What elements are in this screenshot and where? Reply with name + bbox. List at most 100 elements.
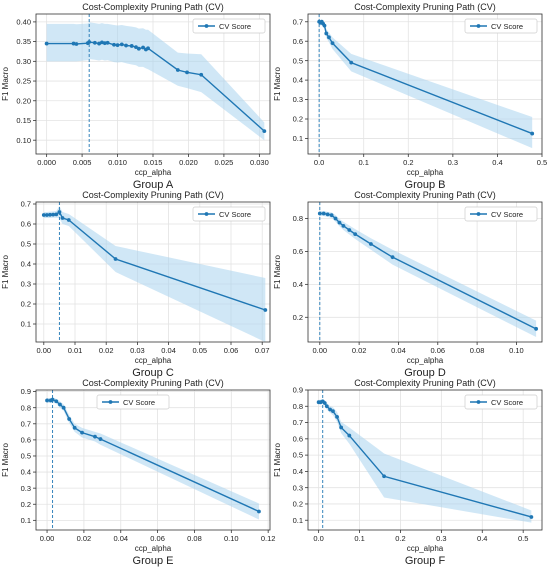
- legend: CV Score: [96, 394, 170, 410]
- cv-score-point: [341, 223, 346, 228]
- cv-score-point: [141, 45, 145, 50]
- plot-frame: [35, 389, 271, 531]
- chart-panel-c: 0.00 0.01 0.02 0.03 0.04 0.05 0.06 0.07 0.1 0.2 0.…: [1, 190, 271, 379]
- cv-score-point: [335, 414, 339, 419]
- cv-score-point: [331, 409, 335, 414]
- y-tick-label: 0.7: [21, 419, 31, 428]
- x-tick-label: 0.3: [436, 534, 446, 543]
- legend-box: [464, 394, 538, 410]
- cv-score-point: [97, 41, 102, 46]
- cv-score-point: [45, 398, 49, 403]
- y-tick-label: 0.3: [21, 280, 31, 289]
- x-tick-label: 0.030: [250, 158, 269, 167]
- y-tick-label: 0.5: [21, 452, 31, 461]
- group-label: Group B: [405, 179, 446, 191]
- legend: CV Score: [464, 394, 538, 410]
- cv-score-point: [263, 308, 268, 312]
- y-axis-label: F1 Macro: [273, 255, 282, 289]
- plot-frame: [307, 201, 543, 343]
- y-tick-label: 0.6: [293, 434, 303, 443]
- x-tick-label: 0.0: [314, 158, 324, 167]
- cv-score-point: [330, 41, 335, 46]
- x-tick-label: 0.015: [144, 158, 163, 167]
- plot-frame: [307, 389, 543, 531]
- cv-score-point: [339, 425, 344, 430]
- cv-score-point: [71, 41, 76, 46]
- x-tick-label: 0.04: [113, 534, 128, 543]
- x-tick-label: 0.0: [313, 534, 323, 543]
- cv-score-point: [324, 31, 329, 36]
- cv-score-point: [80, 430, 84, 435]
- x-tick-label: 0.5: [537, 158, 547, 167]
- y-axis-label: F1 Macro: [1, 67, 10, 101]
- legend-marker: [476, 212, 481, 216]
- chart-title: Cost-Complexity Pruning Path (CV): [354, 190, 496, 200]
- y-tick-label: 0.7: [293, 17, 303, 26]
- chart-title: Cost-Complexity Pruning Path (CV): [354, 378, 496, 388]
- y-tick-label: 0.30: [16, 57, 31, 66]
- cv-score-std-band: [47, 397, 259, 520]
- legend-marker: [476, 400, 481, 404]
- plot-frame: [35, 13, 271, 155]
- y-tick-label: 0.35: [16, 37, 31, 46]
- x-tick-label: 0.02: [99, 346, 114, 355]
- x-axis-label: ccp_alpha: [135, 168, 172, 177]
- x-tick-label: 0.00: [40, 534, 55, 543]
- cv-score-point: [327, 35, 331, 40]
- cv-score-point: [390, 255, 395, 260]
- x-tick-label: 0.05: [192, 346, 207, 355]
- y-tick-label: 0.40: [16, 17, 31, 26]
- x-tick-label: 0.07: [255, 346, 270, 355]
- y-tick-label: 0.8: [293, 214, 303, 223]
- x-tick-label: 0.1: [354, 534, 364, 543]
- cv-score-point: [369, 242, 373, 246]
- y-tick-label: 0.3: [293, 95, 303, 104]
- cv-score-point: [54, 212, 59, 217]
- chart-panel-a: 0.000 0.005 0.010 0.015 0.020 0.025 0.030 0.10 0…: [1, 2, 271, 191]
- cv-score-point: [60, 216, 65, 220]
- x-tick-label: 0.2: [403, 158, 413, 167]
- cv-score-point: [57, 210, 62, 214]
- x-tick-label: 0.005: [73, 158, 92, 167]
- cv-score-point: [328, 407, 332, 412]
- cv-score-point: [41, 213, 46, 217]
- y-tick-label: 0.5: [293, 56, 303, 65]
- cv-score-point: [93, 434, 97, 439]
- legend-box: [192, 18, 266, 34]
- cv-score-point: [262, 129, 267, 134]
- cv-score-point: [58, 402, 62, 407]
- cv-score-point: [61, 405, 66, 410]
- x-tick-label: 0.00: [36, 346, 51, 355]
- x-tick-label: 0.06: [430, 346, 445, 355]
- y-tick-label: 0.4: [293, 76, 303, 85]
- legend: CV Score: [464, 206, 538, 222]
- x-tick-label: 0.08: [470, 346, 485, 355]
- legend-box: [464, 206, 538, 222]
- y-tick-label: 0.3: [21, 484, 31, 493]
- y-tick-label: 0.4: [293, 467, 303, 476]
- y-tick-label: 0.4: [21, 468, 31, 477]
- x-tick-label: 0.10: [224, 534, 239, 543]
- y-tick-label: 0.2: [21, 300, 31, 309]
- y-tick-label: 0.5: [21, 240, 31, 249]
- chart-panel-b: 0.0 0.1 0.2 0.3 0.4 0.5 0.1 0.2 0.3 0.4 0.5 0.6 0.7 C…: [273, 2, 547, 191]
- y-tick-label: 0.5: [293, 451, 303, 460]
- x-tick-label: 0.12: [261, 534, 276, 543]
- cv-score-point: [134, 45, 138, 50]
- chart-panel-e: 0.00 0.02 0.04 0.06 0.08 0.10 0.12 0.1 0.2 0.3 0.4…: [1, 378, 275, 567]
- legend: CV Score: [192, 18, 266, 34]
- x-tick-label: 0.020: [179, 158, 198, 167]
- x-tick-label: 0.2: [395, 534, 405, 543]
- cv-score-point: [322, 23, 327, 28]
- y-tick-label: 0.6: [21, 435, 31, 444]
- y-tick-label: 0.7: [293, 418, 303, 427]
- y-tick-label: 0.4: [293, 280, 303, 289]
- cv-score-point: [45, 213, 49, 217]
- y-tick-label: 0.25: [16, 77, 31, 86]
- y-axis-label: F1 Macro: [273, 67, 282, 101]
- legend-box: [192, 206, 266, 222]
- group-label: Group F: [405, 555, 446, 567]
- y-tick-label: 0.3: [293, 483, 303, 492]
- x-tick-label: 0.025: [215, 158, 234, 167]
- x-axis-label: ccp_alpha: [407, 544, 444, 553]
